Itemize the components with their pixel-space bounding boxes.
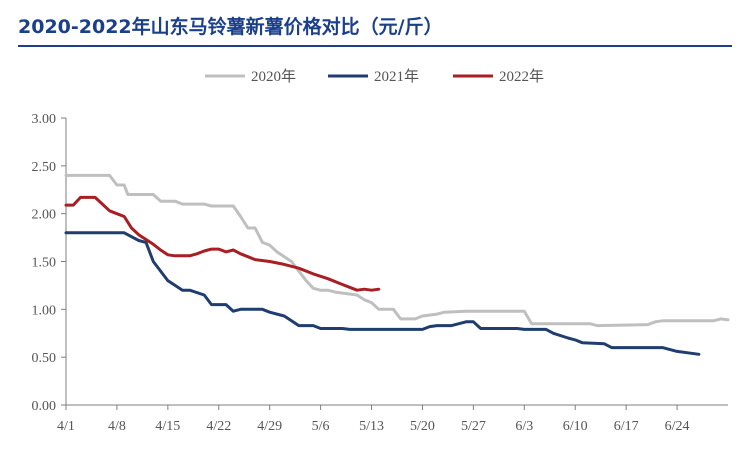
x-tick-label: 5/20 — [410, 419, 435, 434]
x-axis-ticks: 4/1 4/8 4/15 4/22 4/29 5/6 5/13 5/20 5/27 6/3 6/10… — [57, 405, 690, 434]
x-tick-label: 4/1 — [57, 419, 75, 434]
y-tick-label: 2.00 — [32, 208, 57, 223]
x-tick-label: 6/17 — [614, 419, 639, 434]
chart-title: 2020-2022年山东马铃薯新薯价格对比（元/斤） — [18, 16, 443, 38]
x-tick-label: 5/6 — [312, 419, 330, 434]
series-lines — [64, 173, 730, 356]
x-tick-label: 4/22 — [206, 419, 231, 434]
y-tick-label: 2.50 — [32, 160, 57, 175]
y-tick-label: 1.00 — [32, 303, 57, 318]
x-tick-label: 4/29 — [257, 419, 282, 434]
axes — [65, 118, 728, 406]
y-tick-label: 1.50 — [32, 256, 57, 271]
legend-label-1: 2020年 — [251, 68, 296, 85]
title-underline — [18, 45, 732, 47]
y-tick-label: 0.00 — [32, 399, 57, 414]
x-tick-label: 5/13 — [359, 419, 384, 434]
x-tick-label: 6/24 — [665, 419, 690, 434]
x-tick-label: 6/10 — [563, 419, 588, 434]
y-tick-label: 3.00 — [32, 112, 57, 127]
x-tick-label: 4/8 — [108, 419, 126, 434]
series-line-1 — [64, 173, 730, 328]
legend: 2020年 2021年 2022年 — [205, 68, 544, 85]
series-line-3 — [64, 195, 381, 292]
legend-label-2: 2021年 — [374, 68, 419, 85]
x-tick-label: 6/3 — [515, 419, 533, 434]
series-line-2 — [64, 231, 701, 356]
y-tick-label: 0.50 — [32, 351, 57, 366]
x-tick-label: 4/15 — [155, 419, 180, 434]
y-axis-ticks: 0.00 0.50 1.00 1.50 2.00 2.50 3.00 — [32, 112, 66, 414]
legend-label-3: 2022年 — [499, 68, 544, 85]
x-tick-label: 5/27 — [461, 419, 486, 434]
